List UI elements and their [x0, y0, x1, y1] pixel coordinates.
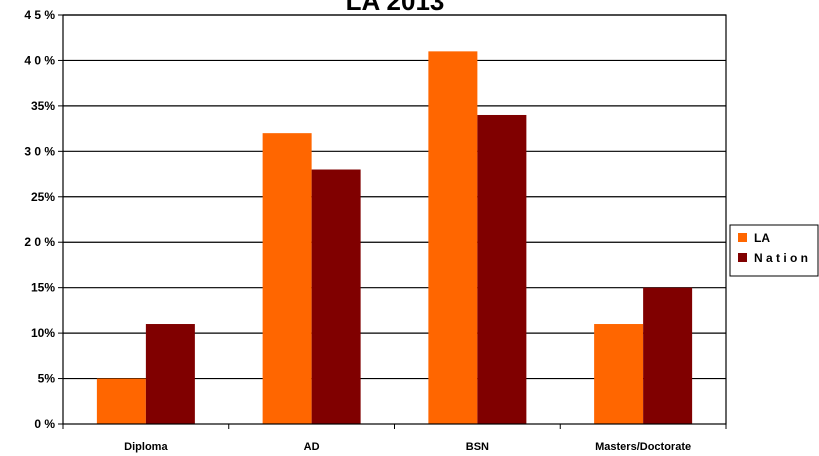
bar-la-3 [594, 324, 644, 424]
y-axis-tick-labels: 0 % 5% 10% 15% 2 0 % 25% 3 0 % 35% 4 0 % 4 5 % [24, 8, 55, 431]
y-tick-label: 4 0 % [24, 53, 55, 67]
y-tick-label: 3 0 % [24, 144, 55, 158]
legend: LA N a t i o n [729, 224, 819, 277]
y-tick-label: 0 % [34, 417, 55, 431]
x-category-label: Diploma [124, 441, 168, 453]
bar-la-0 [96, 378, 146, 424]
legend-swatch-nation [738, 253, 747, 262]
bar-nation-0 [145, 324, 195, 424]
y-tick-label: 35% [31, 99, 55, 113]
y-tick-label: 10% [31, 326, 55, 340]
axes [58, 14, 727, 429]
x-category-label: BSN [466, 441, 489, 453]
y-tick-label: 15% [31, 281, 55, 295]
bar-nation-3 [643, 287, 693, 424]
bar-nation-2 [477, 114, 527, 424]
y-tick-label: 4 5 % [24, 8, 55, 22]
x-axis-category-labels: Diploma AD BSN Masters/Doctorate [124, 441, 691, 453]
bar-la-1 [262, 133, 312, 424]
y-tick-label: 5% [38, 372, 56, 386]
chart-title: LA 2013 [346, 0, 445, 16]
y-tick-label: 25% [31, 190, 55, 204]
x-category-label: AD [304, 441, 320, 453]
legend-label-nation: N a t i o n [754, 251, 808, 265]
bar-la-2 [428, 51, 478, 424]
y-tick-label: 2 0 % [24, 235, 55, 249]
bar-nation-1 [311, 169, 361, 424]
x-category-label: Masters/Doctorate [595, 441, 691, 453]
bars [96, 51, 693, 424]
legend-swatch-la [738, 233, 747, 242]
legend-label-la: LA [754, 231, 770, 245]
